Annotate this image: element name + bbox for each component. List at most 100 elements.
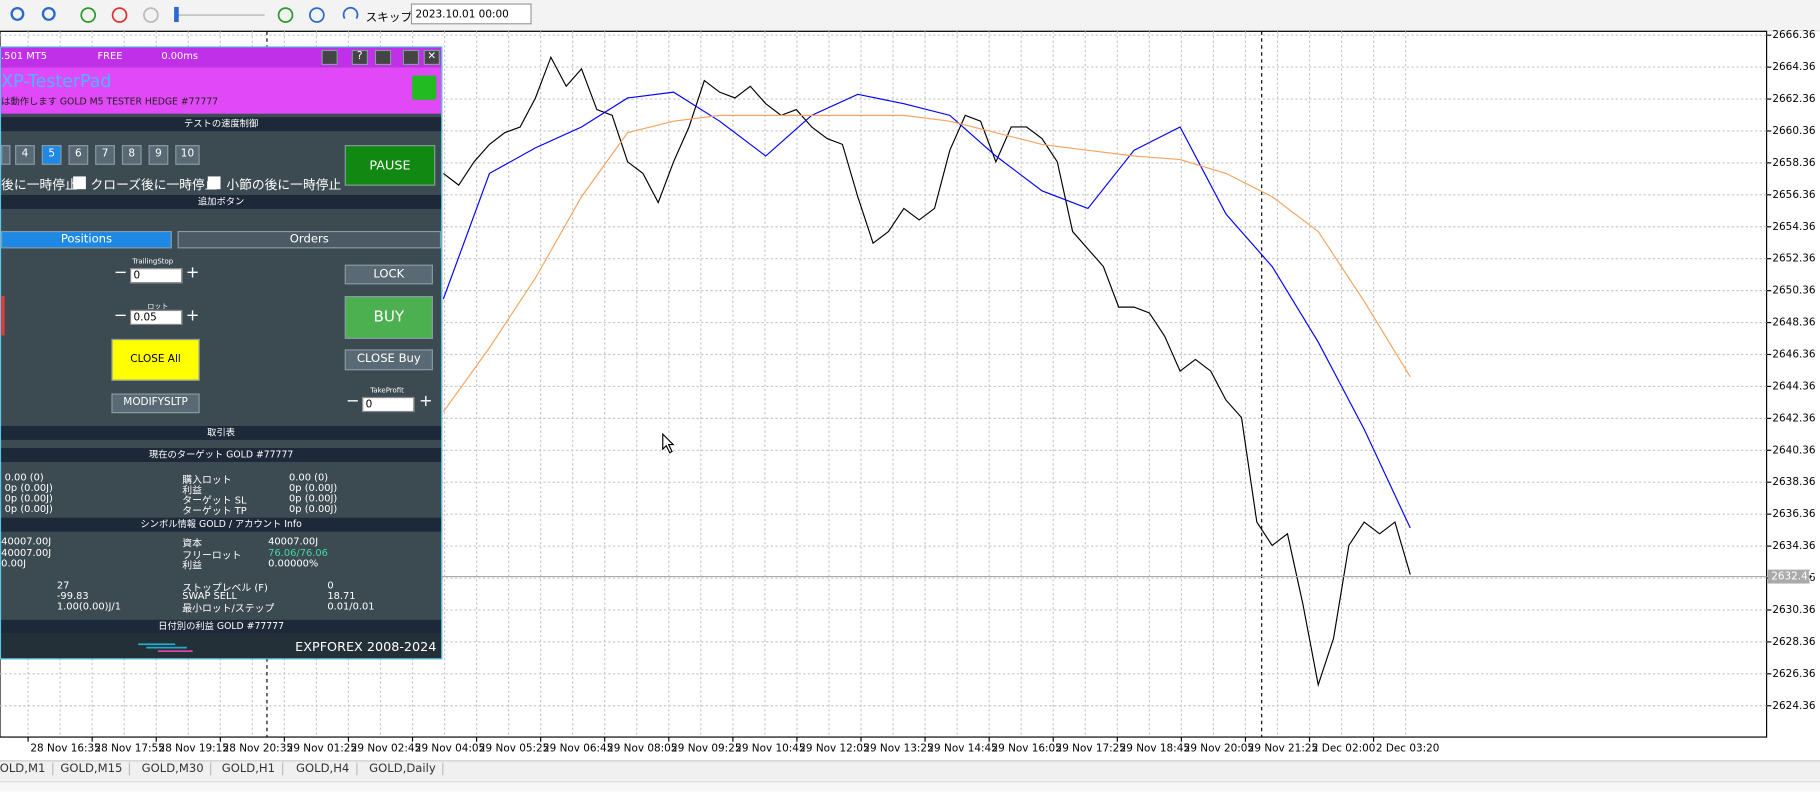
row-value: -99.83 — [56, 590, 89, 603]
symbol-tab[interactable]: GOLD,M1 — [0, 762, 54, 776]
speed-button[interactable]: 7 — [95, 145, 115, 165]
row-label: 購入ロット — [182, 474, 232, 487]
pause-button[interactable]: PAUSE — [344, 145, 436, 186]
speed-button[interactable]: 4 — [15, 145, 35, 165]
minimize-button[interactable] — [402, 49, 420, 65]
x-tick-label: 29 Nov 05:25 — [479, 743, 549, 755]
x-tick-label: 29 Nov 13:25 — [863, 743, 933, 755]
section-header[interactable]: 追加ボタン — [1, 194, 442, 209]
row-value: 0.00J — [1, 558, 27, 570]
symbol-tab[interactable]: GOLD,H4 — [296, 762, 358, 776]
close-all-button[interactable]: CLOSE All — [111, 338, 200, 381]
x-tick-label: 29 Nov 12:05 — [799, 743, 869, 755]
skip-end[interactable] — [309, 7, 325, 23]
close-button[interactable]: ✕ — [423, 49, 440, 65]
x-tick-label: 29 Nov 21:25 — [1248, 743, 1318, 755]
title-area — [1, 67, 442, 114]
info-button[interactable] — [321, 49, 338, 65]
row-value: 40007.00J — [268, 536, 319, 548]
row-value: 0.00 (0) — [4, 472, 44, 485]
buy-button[interactable]: BUY — [344, 295, 433, 339]
settings-button[interactable] — [374, 49, 392, 65]
speed-button[interactable]: 10 — [175, 145, 200, 165]
minus[interactable]: − — [113, 263, 128, 283]
skip-icon — [342, 6, 359, 20]
lock-button[interactable]: LOCK — [344, 264, 433, 285]
tab[interactable]: Orders — [177, 230, 442, 249]
section-header[interactable]: 日付別の利益 GOLD #77777 — [1, 619, 442, 634]
section-header[interactable]: 取引表 — [1, 425, 442, 440]
row-label: ターゲット TP — [182, 506, 247, 518]
section-header[interactable]: シンボル情報 GOLD / アカウント Info — [1, 517, 442, 532]
x-tick-label: 29 Nov 16:05 — [991, 743, 1061, 755]
symbol-tab[interactable]: GOLD,M15 — [60, 762, 131, 776]
tester-panel: .501 MT5 FREE 0.00ms ? ✕ XP-TesterPad は動… — [0, 46, 443, 660]
modify-button[interactable]: MODIFYSLTP — [111, 393, 200, 414]
input-label: TakeProfit — [370, 386, 404, 395]
tp-input[interactable]: 0 — [362, 396, 415, 413]
y-tick-label: 2624.36 — [1772, 700, 1815, 712]
step-back[interactable] — [143, 7, 159, 23]
y-tick-label: 2654.36 — [1772, 221, 1815, 233]
smiley — [412, 75, 437, 100]
x-tick-label: 28 Nov 20:35 — [223, 743, 293, 755]
minus[interactable]: − — [113, 306, 128, 325]
plus[interactable]: + — [185, 306, 200, 325]
speed-button[interactable]: 8 — [121, 145, 142, 165]
skip-label[interactable]: スキップ — [365, 11, 413, 25]
plus[interactable]: + — [419, 392, 433, 411]
row-value: 0p (0.00J) — [289, 493, 338, 505]
checkbox[interactable] — [207, 176, 221, 190]
trailing-input[interactable]: 0 — [129, 268, 183, 284]
y-tick-label: 2630.36 — [1772, 604, 1815, 616]
toolbar-icons — [10, 6, 359, 23]
y-tick-label: 2634.36 — [1772, 540, 1815, 552]
y-tick-label: 2652.36 — [1772, 253, 1815, 265]
slider-thumb[interactable] — [174, 6, 179, 23]
section-header[interactable]: テストの速度制御 — [1, 117, 442, 132]
zoom-out[interactable] — [41, 6, 56, 21]
plus[interactable]: + — [185, 263, 200, 283]
symbol-tab[interactable]: GOLD,H1 — [222, 762, 284, 776]
play[interactable] — [80, 7, 97, 23]
row-label: 利益 — [182, 485, 202, 497]
section-header[interactable]: 現在のターゲット GOLD #77777 — [1, 448, 442, 462]
lot-input[interactable]: 0.05 — [129, 309, 183, 325]
y-tick-label: 2636.36 — [1772, 508, 1815, 520]
symbol-tab[interactable]: GOLD,M30 — [142, 762, 212, 776]
symbol-tab[interactable]: GOLD,Daily — [369, 762, 444, 776]
x-tick-label: 29 Nov 01:25 — [287, 743, 357, 755]
y-tick-label: 2662.36 — [1772, 93, 1815, 105]
row-value: 0.00 (0) — [289, 472, 329, 485]
row-value: 0.00000% — [268, 558, 319, 570]
row-value: 76.06/76.06 — [268, 547, 328, 559]
check-label: クローズ後に一時停止 — [90, 177, 218, 193]
row-value: 18.71 — [327, 590, 356, 603]
speed-button[interactable] — [1, 145, 11, 165]
status-bar — [0, 781, 1820, 792]
y-tick-label: 2638.36 — [1772, 476, 1815, 488]
x-tick-label: 2 Dec 03:20 — [1376, 743, 1440, 755]
row-label: 最小ロット/ステップ — [182, 603, 275, 616]
y-tick-label: 2648.36 — [1772, 317, 1815, 329]
zoom-in[interactable] — [10, 6, 25, 21]
minus[interactable]: − — [345, 392, 360, 411]
speed-button[interactable]: 9 — [148, 145, 169, 165]
y-tick-label: 2656.36 — [1772, 189, 1815, 201]
stop[interactable] — [111, 7, 128, 23]
panel-title: XP-TesterPad — [1, 70, 112, 92]
help-button[interactable]: ? — [351, 49, 368, 65]
y-tick-label: 2626.36 — [1772, 668, 1815, 680]
x-tick-label: 29 Nov 18:45 — [1120, 743, 1190, 755]
speed-button[interactable]: 6 — [68, 145, 89, 165]
close-buy-button[interactable]: CLOSE Buy — [344, 349, 433, 371]
symbol-tabs — [0, 760, 1820, 782]
speed-button[interactable]: 5 — [41, 145, 62, 165]
checkbox[interactable] — [73, 176, 86, 190]
date-select[interactable]: 2023.10.01 00:00 — [410, 3, 532, 25]
x-tick-label: 28 Nov 19:15 — [159, 743, 229, 755]
row-label: ターゲット SL — [182, 495, 247, 508]
fast-forward[interactable] — [277, 7, 294, 23]
tab[interactable]: Positions — [1, 230, 172, 249]
